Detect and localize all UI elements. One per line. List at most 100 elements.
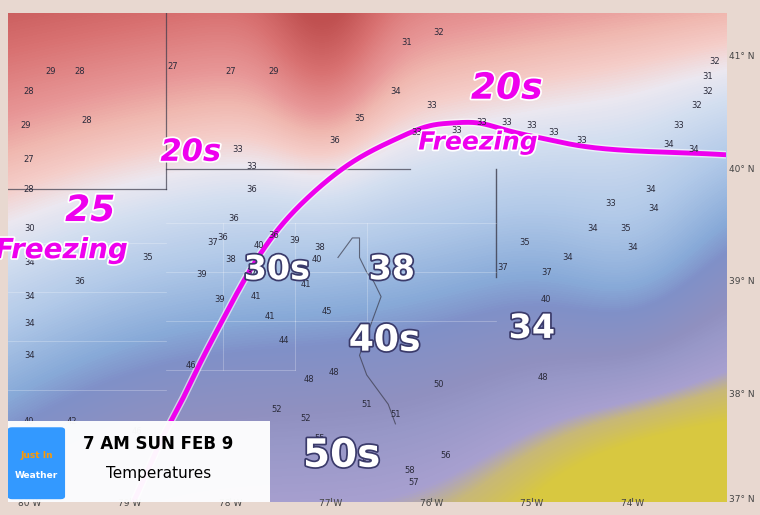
Text: 34: 34 bbox=[627, 243, 638, 252]
Text: 50: 50 bbox=[433, 380, 444, 389]
Text: 34: 34 bbox=[562, 253, 573, 262]
Text: 7 AM SUN FEB 9: 7 AM SUN FEB 9 bbox=[84, 435, 233, 453]
Text: 33: 33 bbox=[246, 163, 257, 171]
Text: 20s: 20s bbox=[471, 72, 543, 106]
Text: 52: 52 bbox=[271, 405, 282, 414]
Text: 33: 33 bbox=[606, 199, 616, 208]
Text: 35: 35 bbox=[620, 224, 631, 233]
Text: 28: 28 bbox=[81, 116, 92, 125]
Text: 39: 39 bbox=[214, 295, 225, 303]
Text: Temperatures: Temperatures bbox=[106, 466, 211, 481]
Text: 78 W: 78 W bbox=[219, 499, 242, 508]
Text: 37° N: 37° N bbox=[730, 495, 755, 504]
Text: 55: 55 bbox=[315, 434, 325, 443]
Text: 36: 36 bbox=[229, 214, 239, 223]
Text: 33: 33 bbox=[674, 121, 685, 130]
Text: 41: 41 bbox=[250, 292, 261, 301]
Text: Just In: Just In bbox=[20, 451, 52, 460]
Text: 77 W: 77 W bbox=[319, 499, 343, 508]
Text: 33: 33 bbox=[426, 101, 437, 110]
Text: 33: 33 bbox=[502, 118, 512, 127]
Text: 40: 40 bbox=[541, 295, 552, 303]
Text: 58: 58 bbox=[404, 466, 415, 475]
Text: 40s: 40s bbox=[349, 323, 420, 358]
Text: 34: 34 bbox=[688, 145, 698, 154]
Text: 57: 57 bbox=[408, 478, 419, 487]
Text: 28: 28 bbox=[74, 67, 84, 76]
Text: 35: 35 bbox=[519, 238, 530, 247]
Text: 33: 33 bbox=[527, 121, 537, 130]
Text: 48: 48 bbox=[304, 375, 315, 384]
Text: 34: 34 bbox=[390, 87, 401, 96]
Bar bbox=[8, 421, 270, 502]
Text: 48: 48 bbox=[537, 373, 548, 382]
Text: 51: 51 bbox=[390, 409, 401, 419]
Text: 35: 35 bbox=[354, 114, 365, 123]
Text: 38: 38 bbox=[225, 255, 236, 264]
Text: 32: 32 bbox=[433, 28, 444, 37]
Text: 33: 33 bbox=[451, 126, 462, 135]
Text: Freezing: Freezing bbox=[0, 236, 128, 264]
Text: 34: 34 bbox=[24, 319, 34, 328]
Text: 34: 34 bbox=[587, 224, 598, 233]
Text: 57: 57 bbox=[362, 458, 372, 468]
Text: 33: 33 bbox=[577, 135, 587, 145]
Text: 34: 34 bbox=[645, 184, 656, 194]
Text: 36: 36 bbox=[217, 233, 229, 243]
Text: 32: 32 bbox=[702, 87, 713, 96]
Text: 27: 27 bbox=[225, 67, 236, 76]
Text: 37: 37 bbox=[498, 263, 508, 272]
Text: 34: 34 bbox=[24, 258, 34, 267]
Text: 42: 42 bbox=[67, 417, 78, 426]
Text: 41: 41 bbox=[300, 280, 311, 289]
Text: 46: 46 bbox=[131, 427, 142, 436]
Text: 30: 30 bbox=[24, 224, 34, 233]
Text: 76 W: 76 W bbox=[420, 499, 443, 508]
Text: 45: 45 bbox=[322, 307, 332, 316]
Text: 41° N: 41° N bbox=[730, 53, 755, 61]
Text: 34: 34 bbox=[24, 351, 34, 360]
Text: 28: 28 bbox=[24, 87, 34, 96]
Text: 40: 40 bbox=[311, 255, 321, 264]
Text: 39° N: 39° N bbox=[730, 278, 755, 286]
Text: 27: 27 bbox=[24, 155, 34, 164]
Text: 25: 25 bbox=[65, 194, 116, 228]
Text: 38° N: 38° N bbox=[730, 390, 755, 399]
Text: 33: 33 bbox=[477, 118, 487, 127]
Text: 51: 51 bbox=[362, 400, 372, 409]
Text: 36: 36 bbox=[74, 278, 85, 286]
Text: 34: 34 bbox=[663, 141, 673, 149]
Text: 31: 31 bbox=[702, 72, 713, 81]
FancyBboxPatch shape bbox=[8, 427, 65, 499]
Text: 27: 27 bbox=[167, 62, 178, 71]
Text: 38: 38 bbox=[369, 253, 415, 286]
Text: 36: 36 bbox=[268, 231, 279, 240]
Text: 40: 40 bbox=[24, 417, 34, 426]
Text: 32: 32 bbox=[692, 101, 702, 110]
Text: 35: 35 bbox=[142, 253, 153, 262]
Text: 28: 28 bbox=[24, 184, 34, 194]
Text: 56: 56 bbox=[440, 451, 451, 460]
Text: 40: 40 bbox=[254, 241, 264, 250]
Text: 79 W: 79 W bbox=[118, 499, 141, 508]
Text: 33: 33 bbox=[412, 128, 423, 137]
Text: 38: 38 bbox=[315, 243, 325, 252]
Text: 37: 37 bbox=[246, 268, 257, 277]
Text: 74 W: 74 W bbox=[621, 499, 644, 508]
Text: 75 W: 75 W bbox=[521, 499, 543, 508]
Text: 32: 32 bbox=[710, 57, 720, 66]
Text: 50s: 50s bbox=[303, 437, 380, 475]
Text: 31: 31 bbox=[401, 38, 411, 47]
Text: Freezing: Freezing bbox=[418, 130, 538, 154]
Text: 44: 44 bbox=[279, 336, 290, 345]
Text: 34: 34 bbox=[649, 204, 659, 213]
Text: 34: 34 bbox=[24, 292, 34, 301]
Text: 29: 29 bbox=[21, 121, 31, 130]
Text: 39: 39 bbox=[290, 236, 300, 245]
Text: 80 W: 80 W bbox=[17, 499, 41, 508]
Text: 48: 48 bbox=[329, 368, 340, 377]
Text: 41: 41 bbox=[264, 312, 275, 321]
Text: 36: 36 bbox=[329, 135, 340, 145]
Text: 33: 33 bbox=[232, 145, 242, 154]
Text: 30s: 30s bbox=[244, 253, 310, 286]
